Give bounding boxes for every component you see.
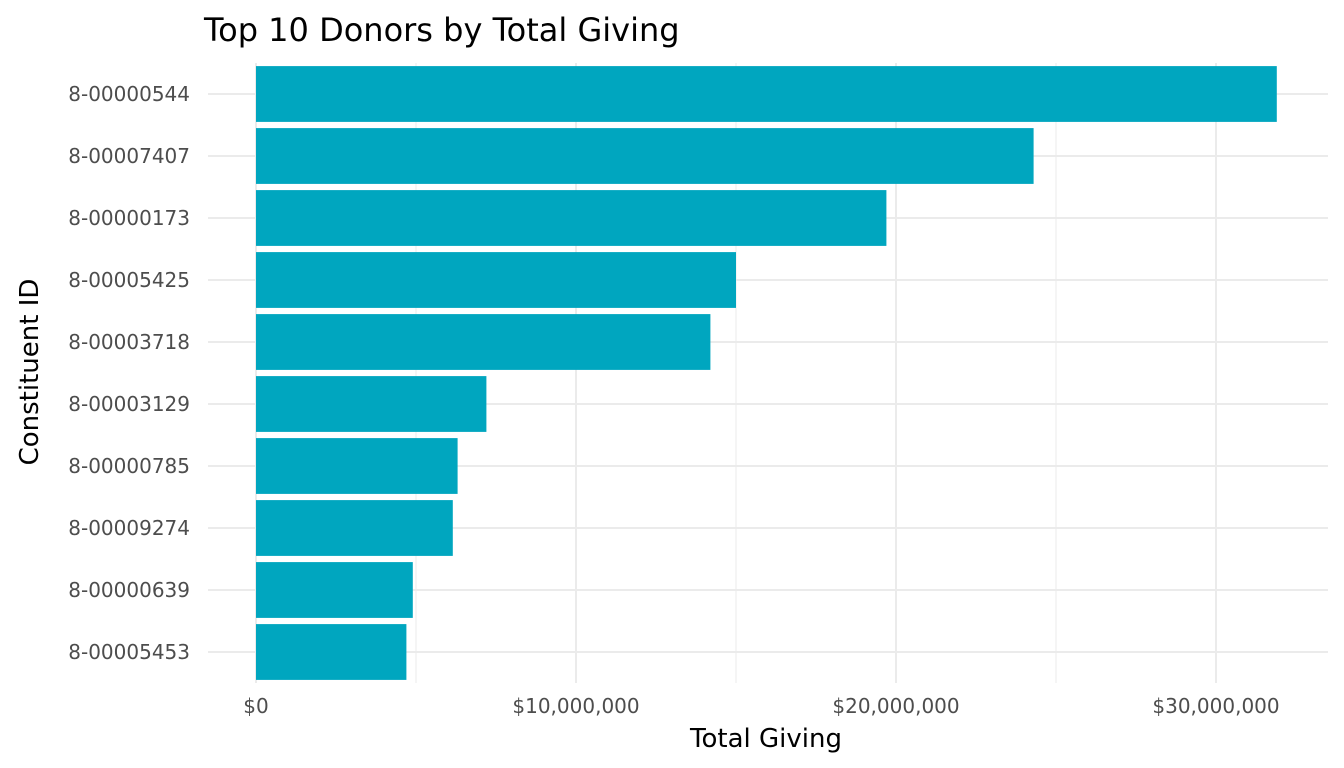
bar — [256, 500, 453, 556]
x-tick-label: $30,000,000 — [1152, 694, 1279, 718]
bar — [256, 376, 487, 432]
chart-title: Top 10 Donors by Total Giving — [203, 11, 680, 49]
y-tick-label: 8-00000173 — [68, 206, 190, 230]
y-tick-label: 8-00000544 — [68, 82, 190, 106]
y-tick-label: 8-00007407 — [68, 144, 190, 168]
x-tick-label: $20,000,000 — [832, 694, 959, 718]
bar — [256, 252, 736, 308]
y-axis-title: Constituent ID — [15, 279, 45, 466]
x-axis-ticks: $0 $10,000,000 $20,000,000 $30,000,000 — [243, 694, 1279, 718]
y-tick-label: 8-00005425 — [68, 268, 190, 292]
bar — [256, 624, 407, 680]
x-axis-title: Total Giving — [689, 724, 842, 754]
bar — [256, 438, 458, 494]
y-axis-ticks: 8-00000544 8-00007407 8-00000173 8-00005425… — [68, 82, 190, 664]
x-tick-label: $0 — [243, 694, 268, 718]
y-tick-label: 8-00003718 — [68, 330, 190, 354]
y-tick-label: 8-00000785 — [68, 454, 190, 478]
bars — [256, 66, 1277, 680]
bar — [256, 128, 1034, 184]
y-tick-label: 8-00000639 — [68, 578, 190, 602]
bar — [256, 190, 887, 246]
y-tick-label: 8-00005453 — [68, 640, 190, 664]
bar — [256, 66, 1277, 122]
bar — [256, 314, 711, 370]
y-tick-label: 8-00009274 — [68, 516, 190, 540]
x-tick-label: $10,000,000 — [512, 694, 639, 718]
bar — [256, 562, 413, 618]
y-tick-label: 8-00003129 — [68, 392, 190, 416]
